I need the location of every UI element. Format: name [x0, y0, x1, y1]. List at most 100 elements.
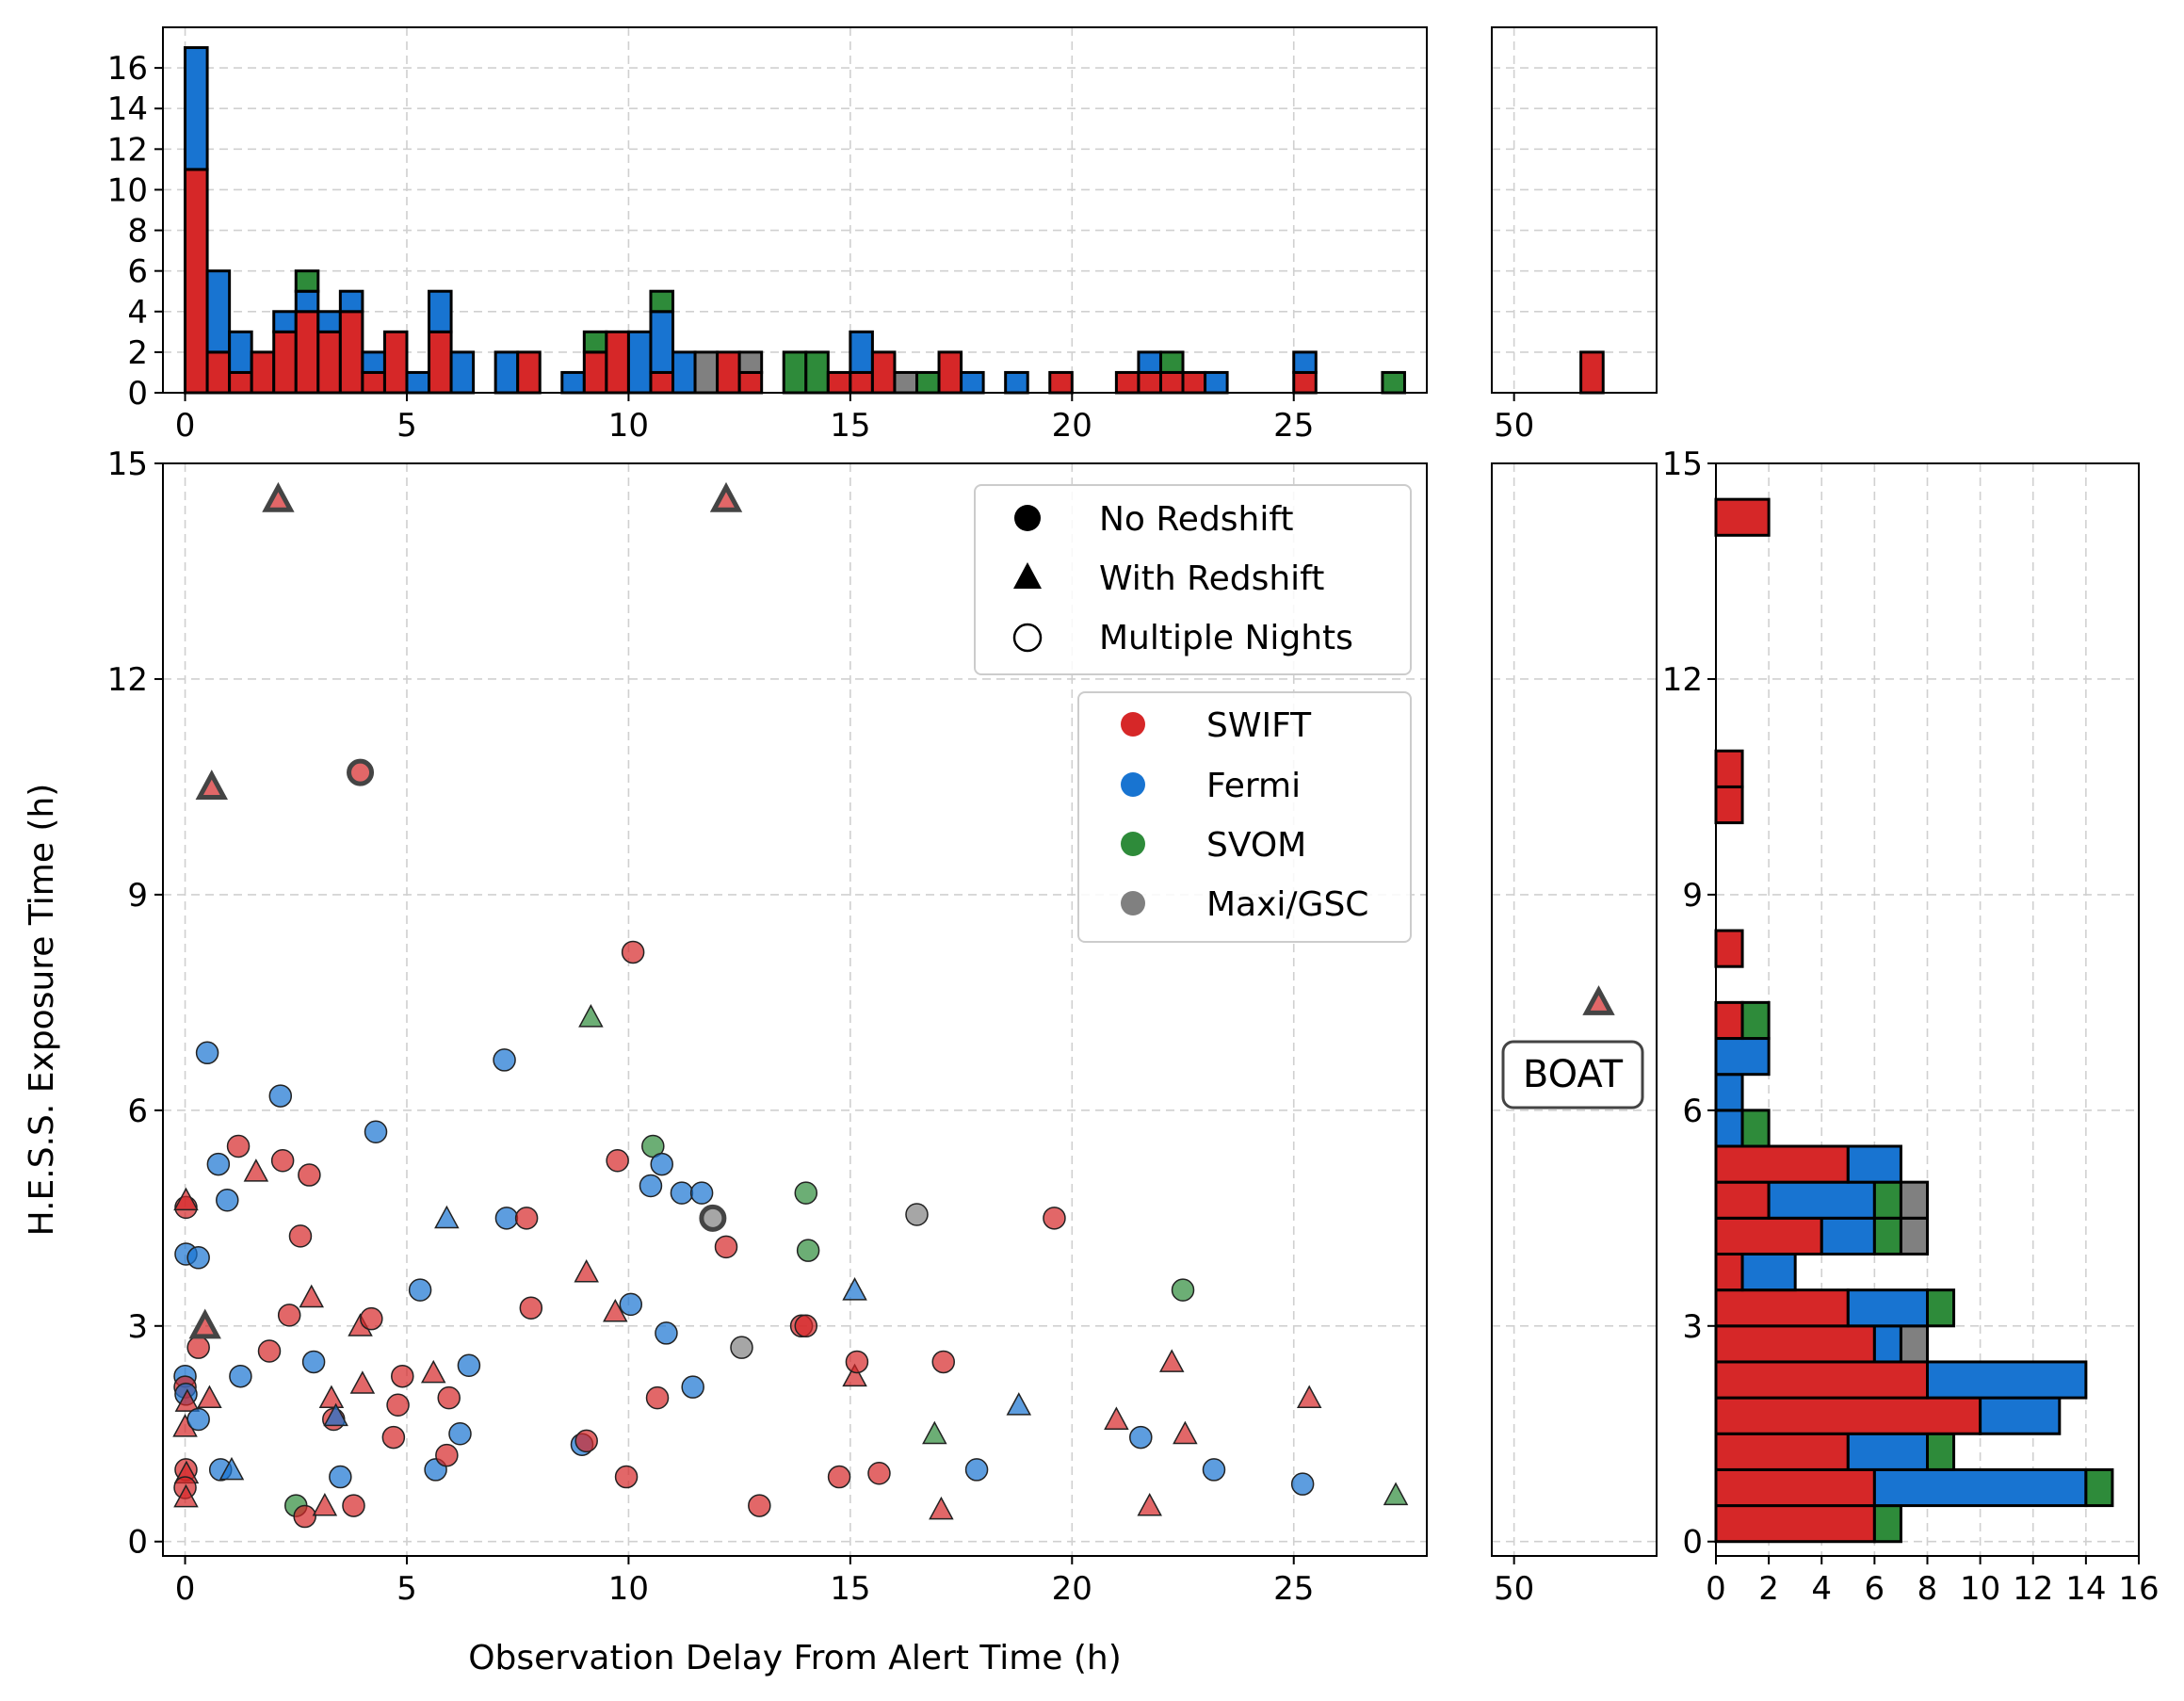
point-swift-triangle	[173, 1483, 199, 1508]
point-swift-circle	[347, 758, 375, 786]
point-swift-circle	[391, 1364, 414, 1388]
right-x-tick-label: 6	[1865, 1570, 1885, 1608]
boat-x-tick-label: 50	[1494, 1570, 1534, 1608]
top-bar-swift	[1114, 370, 1141, 395]
right-x-tick-label: 4	[1811, 1570, 1832, 1608]
right-bar-swift	[1714, 1360, 1929, 1400]
point-svom-triangle	[1383, 1482, 1409, 1506]
point-swift-circle	[342, 1494, 365, 1517]
right-bar-fermi	[1872, 1324, 1902, 1364]
top-bar-swift	[716, 350, 741, 395]
point-swift-circle	[288, 1224, 313, 1248]
point-swift-triangle	[349, 1370, 376, 1394]
right-bar-swift	[1714, 1467, 1876, 1508]
point-fermi-circle	[364, 1120, 388, 1143]
right-bar-svom	[2084, 1467, 2114, 1508]
top-y-tick-label: 2	[127, 334, 148, 372]
right-bar-fermi	[1714, 1073, 1744, 1112]
top-y-tick-label: 16	[107, 50, 148, 88]
right-bar-svom	[1926, 1432, 1956, 1471]
point-svom-triangle	[922, 1420, 947, 1445]
point-swift-triangle	[173, 1187, 199, 1211]
point-fermi-circle	[448, 1422, 472, 1446]
boat-scatter-panel: 50 BOAT	[1491, 462, 1658, 1608]
point-swift-triangle	[299, 1284, 325, 1308]
point-swift-circle	[845, 1350, 869, 1374]
point-swift-circle	[714, 1235, 738, 1259]
point-fermi-circle	[457, 1353, 481, 1378]
point-swift-triangle	[174, 1388, 201, 1412]
right-y-tick-label: 3	[1682, 1308, 1703, 1346]
right-x-tick-label: 10	[1960, 1570, 2000, 1608]
point-swift-triangle	[929, 1496, 954, 1520]
top-bar-svom	[649, 289, 675, 314]
main-scatter-ticks: 0 5 10 15 20 25 0 3 6 9 12 15	[107, 446, 1315, 1608]
boat-scatter-points	[1582, 985, 1615, 1015]
point-fermi-circle	[301, 1350, 326, 1374]
point-swift-triangle	[1104, 1406, 1129, 1430]
boat-point-swift-triangle	[1582, 985, 1615, 1015]
point-maxi-gsc-circle	[730, 1336, 753, 1359]
top-bar-swift	[649, 370, 675, 395]
top-bar-svom	[582, 330, 608, 354]
top-bar-fermi	[228, 330, 253, 374]
top-bar-svom	[1158, 350, 1185, 374]
right-bar-svom	[1926, 1288, 1956, 1328]
right-x-tick-label: 12	[2013, 1570, 2053, 1608]
point-swift-circle	[435, 1443, 459, 1467]
top-bar-fermi	[184, 46, 209, 171]
point-fermi-triangle	[218, 1456, 245, 1481]
top-bar-fermi	[1204, 370, 1229, 395]
point-fermi-circle	[1290, 1472, 1315, 1496]
right-x-tick-label: 2	[1758, 1570, 1779, 1608]
top-boat-histogram-frame	[1491, 26, 1658, 394]
point-fermi-circle	[650, 1152, 673, 1176]
top-bar-fermi	[1292, 350, 1318, 374]
point-swift-triangle	[243, 1158, 269, 1182]
main-scatter-panel: 0 5 10 15 20 25 0 3 6 9 12 15 Observation Delay Fro…	[23, 446, 1428, 1677]
point-swift-circle	[519, 1296, 543, 1320]
point-fermi-circle	[186, 1407, 210, 1432]
right-x-tick-label: 14	[2065, 1570, 2106, 1608]
top-bar-swift	[516, 350, 542, 395]
y-axis-label: H.E.S.S. Exposure Time (h)	[23, 784, 61, 1237]
top-x-tick-label: 5	[396, 407, 417, 445]
point-maxi-gsc-circle	[905, 1203, 929, 1226]
right-bar-svom	[1872, 1216, 1902, 1256]
main-y-tick-label: 3	[127, 1308, 148, 1346]
point-swift-triangle	[420, 1359, 446, 1384]
point-swift-circle	[298, 1163, 321, 1187]
point-swift-circle	[270, 1149, 295, 1173]
point-fermi-triangle	[1006, 1392, 1032, 1416]
right-bar-fermi	[1820, 1216, 1876, 1256]
point-fermi-circle	[494, 1207, 519, 1230]
top-bar-svom	[914, 370, 941, 395]
point-swift-circle	[621, 940, 645, 964]
right-bar-swift	[1714, 1252, 1744, 1292]
right-bar-svom	[1740, 1109, 1771, 1148]
top-y-tick-label: 10	[107, 171, 148, 209]
right-bar-maxi-gsc	[1899, 1324, 1929, 1364]
top-boat-histogram-panel: 50	[1491, 26, 1658, 445]
top-x-tick-label: 20	[1052, 407, 1092, 445]
point-fermi-triangle	[842, 1277, 867, 1301]
boat-scatter-grid	[1492, 462, 1657, 1556]
point-swift-triangle	[1158, 1349, 1185, 1372]
top-x-tick-label: 25	[1273, 407, 1314, 445]
right-bar-maxi-gsc	[1899, 1216, 1929, 1256]
top-bar-swift	[849, 370, 874, 395]
top-bar-fermi	[294, 289, 320, 314]
top-bar-swift	[605, 330, 630, 395]
top-bar-fermi	[1004, 370, 1029, 395]
top-bar-swift	[737, 370, 764, 395]
point-swift-triangle	[195, 770, 228, 800]
x-axis-label: Observation Delay From Alert Time (h)	[468, 1639, 1122, 1677]
point-fermi-circle	[268, 1084, 293, 1108]
point-swift-circle	[386, 1393, 410, 1417]
top-bar-fermi	[849, 330, 874, 374]
top-bar-svom	[1381, 370, 1406, 395]
right-bar-fermi	[1714, 1037, 1771, 1077]
legend-instruments-frame	[1077, 691, 1412, 943]
point-swift-triangle	[1296, 1385, 1322, 1409]
